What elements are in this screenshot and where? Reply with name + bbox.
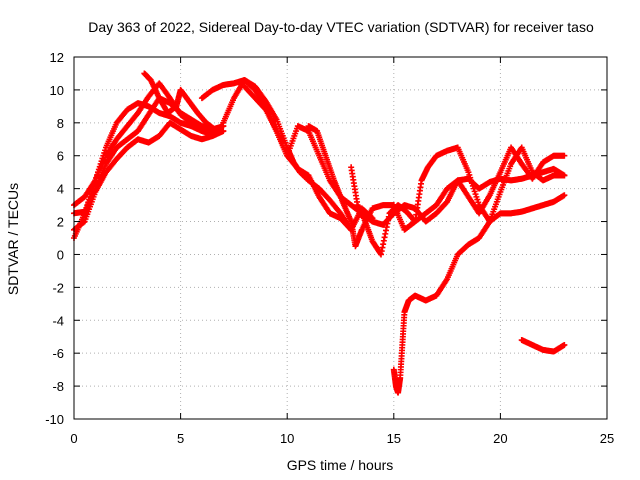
data-points: [71, 70, 568, 396]
chart-title: Day 363 of 2022, Sidereal Day-to-day VTE…: [88, 19, 594, 35]
y-tick-label: -10: [45, 412, 64, 427]
y-tick-label: -4: [52, 313, 64, 328]
y-axis-ticks: -10 -8 -6 -4 -2 0 2 4 6 8 10 12: [45, 50, 607, 427]
data-point: [561, 341, 568, 348]
y-tick-label: -6: [52, 346, 64, 361]
series-14: [518, 337, 568, 355]
y-tick-label: 10: [50, 83, 64, 98]
y-tick-label: -2: [52, 280, 64, 295]
x-tick-label: 10: [280, 431, 294, 446]
x-axis-ticks: 0 5 10 15 20 25: [70, 57, 614, 446]
series-13: [390, 192, 568, 396]
data-point: [561, 192, 568, 199]
y-tick-label: 8: [57, 116, 64, 131]
x-tick-label: 0: [70, 431, 77, 446]
series-5: [141, 70, 227, 133]
series-8: [241, 83, 376, 225]
y-axis-label: SDTVAR / TECUs: [5, 183, 21, 295]
plot-frame: [73, 56, 608, 420]
y-tick-label: 6: [57, 149, 64, 164]
data-point: [561, 152, 568, 159]
x-axis-label: GPS time / hours: [287, 457, 394, 473]
series-12: [390, 144, 568, 233]
y-tick-label: -8: [52, 379, 64, 394]
grid: [74, 57, 607, 419]
data-point: [561, 172, 568, 179]
y-tick-label: 0: [57, 247, 64, 262]
x-tick-label: 20: [493, 431, 507, 446]
x-tick-label: 25: [600, 431, 614, 446]
series-9: [305, 123, 397, 250]
x-tick-label: 5: [177, 431, 184, 446]
y-tick-label: 12: [50, 50, 64, 65]
y-tick-label: 4: [57, 182, 64, 197]
x-tick-label: 15: [387, 431, 401, 446]
series-4: [71, 119, 227, 233]
y-tick-label: 2: [57, 215, 64, 230]
